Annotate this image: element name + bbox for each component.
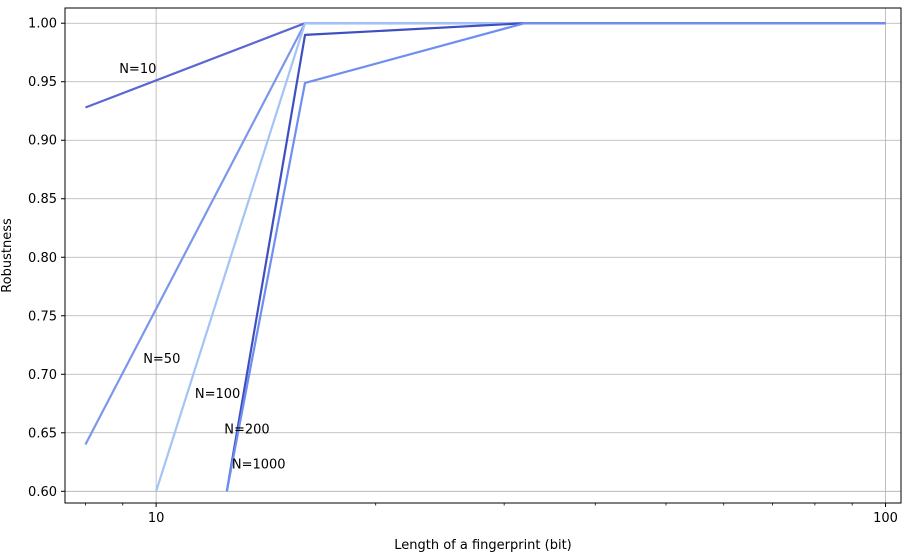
y-tick-label: 0.90 <box>28 134 57 149</box>
y-tick-label: 0.75 <box>28 309 57 324</box>
grid <box>65 8 901 503</box>
y-tick-label: 0.95 <box>28 75 57 90</box>
y-tick-label: 0.60 <box>28 485 57 500</box>
series-label: N=100 <box>195 387 240 402</box>
series-line <box>84 22 886 445</box>
series-line <box>85 22 886 109</box>
y-axis-ticks: 0.60 0.65 0.70 0.75 0.80 0.85 0.90 0.95 1.00 <box>28 17 65 500</box>
y-tick-label: 1.00 <box>28 17 57 32</box>
y-tick-label: 0.65 <box>28 426 57 441</box>
series-line <box>225 22 886 492</box>
series-label: N=50 <box>143 352 180 367</box>
y-tick-label: 0.70 <box>28 368 57 383</box>
series-label: N=200 <box>224 422 269 437</box>
x-axis-ticks: 10 100 <box>85 503 898 526</box>
series-label: N=10 <box>119 62 156 77</box>
y-axis-label: Robustness <box>0 218 15 293</box>
series-labels: N=10 N=50 N=100 N=200 N=1000 <box>119 62 285 473</box>
x-tick-label: 100 <box>873 511 898 526</box>
y-tick-label: 0.85 <box>28 192 57 207</box>
series-lines <box>84 22 886 492</box>
y-tick-label: 0.80 <box>28 251 57 266</box>
x-tick-label: 10 <box>148 511 165 526</box>
x-axis-label: Length of a fingerprint (bit) <box>394 538 572 552</box>
series-label: N=1000 <box>232 457 286 472</box>
plot-frame <box>64 7 902 504</box>
